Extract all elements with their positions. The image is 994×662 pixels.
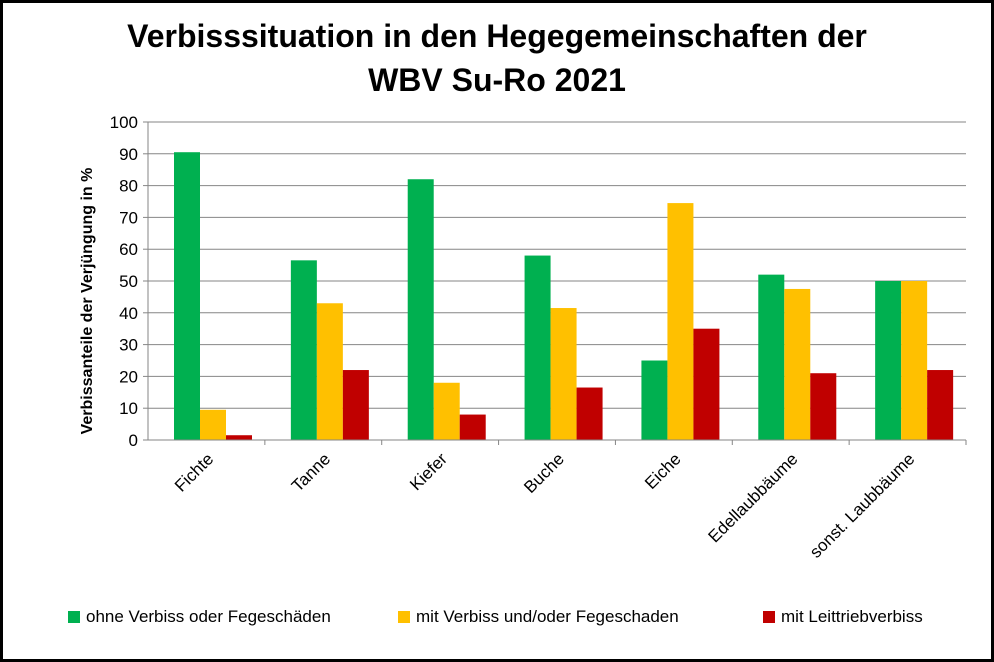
legend: ohne Verbiss oder Fegeschäden mit Verbiss…	[0, 607, 994, 631]
y-tick-label: 60	[119, 240, 138, 259]
legend-label: ohne Verbiss oder Fegeschäden	[86, 607, 331, 626]
bar	[875, 281, 902, 440]
axes	[147, 122, 967, 445]
y-axis-label: Verbissanteile der Verjüngung in %	[79, 168, 96, 435]
x-tick-label: Fichte	[171, 449, 217, 495]
bar	[290, 260, 317, 440]
legend-swatch	[68, 611, 80, 623]
bar	[550, 308, 577, 440]
x-tick-label: Edellaubbäume	[705, 449, 802, 546]
bar	[407, 179, 434, 441]
x-tick-label: Eiche	[641, 449, 685, 493]
bar	[758, 274, 785, 440]
legend-swatch	[763, 611, 775, 623]
y-tick-label: 30	[119, 336, 138, 355]
y-tick-label: 50	[119, 272, 138, 291]
bar	[433, 382, 460, 440]
bar	[927, 370, 954, 440]
y-tick-label: 80	[119, 177, 138, 196]
x-tick-labels: Fichte Tanne Kiefer Buche Eiche Edellaubbäume…	[171, 449, 918, 562]
bar	[316, 303, 343, 440]
bar	[667, 203, 694, 440]
bar-chart: 0 10 20 30 40 50 60 70 80 90 100 Fichte Tanne Kiefer…	[79, 113, 967, 562]
bar	[524, 255, 551, 440]
bar	[200, 409, 226, 440]
chart-title-line-1: Verbisssituation in den Hegegemeinschaft…	[127, 18, 867, 54]
bar	[576, 387, 603, 440]
y-tick-label: 20	[119, 367, 138, 386]
x-tick-label: sonst. Laubbäume	[806, 449, 918, 561]
x-tick-label: Buche	[520, 449, 568, 497]
x-tick-label: Tanne	[288, 449, 334, 495]
bar	[226, 435, 252, 440]
y-tick-label: 0	[129, 431, 138, 450]
bar	[174, 152, 200, 440]
legend-item: mit Verbiss und/oder Fegeschaden	[398, 607, 679, 627]
bar	[459, 414, 486, 440]
bar	[641, 360, 668, 440]
legend-label: mit Verbiss und/oder Fegeschaden	[416, 607, 679, 626]
bar	[342, 370, 369, 440]
y-tick-label: 40	[119, 304, 138, 323]
y-tick-label: 90	[119, 145, 138, 164]
x-tick-label: Kiefer	[406, 449, 451, 494]
bars	[174, 152, 954, 441]
y-tick-label: 10	[119, 399, 138, 418]
chart-title: Verbisssituation in den Hegegemeinschaft…	[0, 14, 994, 102]
legend-label: mit Leittriebverbiss	[781, 607, 923, 626]
chart-title-line-2: WBV Su-Ro 2021	[368, 62, 626, 98]
bar	[784, 288, 811, 440]
y-tick-label: 100	[110, 113, 138, 132]
y-tick-labels: 0 10 20 30 40 50 60 70 80 90 100	[110, 113, 138, 450]
legend-item: ohne Verbiss oder Fegeschäden	[68, 607, 331, 627]
bar	[693, 328, 720, 440]
legend-swatch	[398, 611, 410, 623]
legend-item: mit Leittriebverbiss	[763, 607, 923, 627]
bar	[810, 373, 837, 440]
bar	[901, 281, 928, 440]
y-tick-label: 70	[119, 208, 138, 227]
